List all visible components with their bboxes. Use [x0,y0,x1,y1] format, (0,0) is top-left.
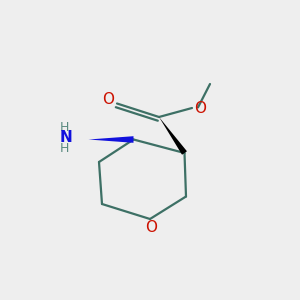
Polygon shape [88,136,134,143]
Text: H: H [60,142,69,155]
Text: O: O [194,101,206,116]
Polygon shape [159,117,187,155]
Text: H: H [60,121,69,134]
Text: N: N [60,130,72,146]
Text: O: O [102,92,114,107]
Text: O: O [145,220,157,236]
